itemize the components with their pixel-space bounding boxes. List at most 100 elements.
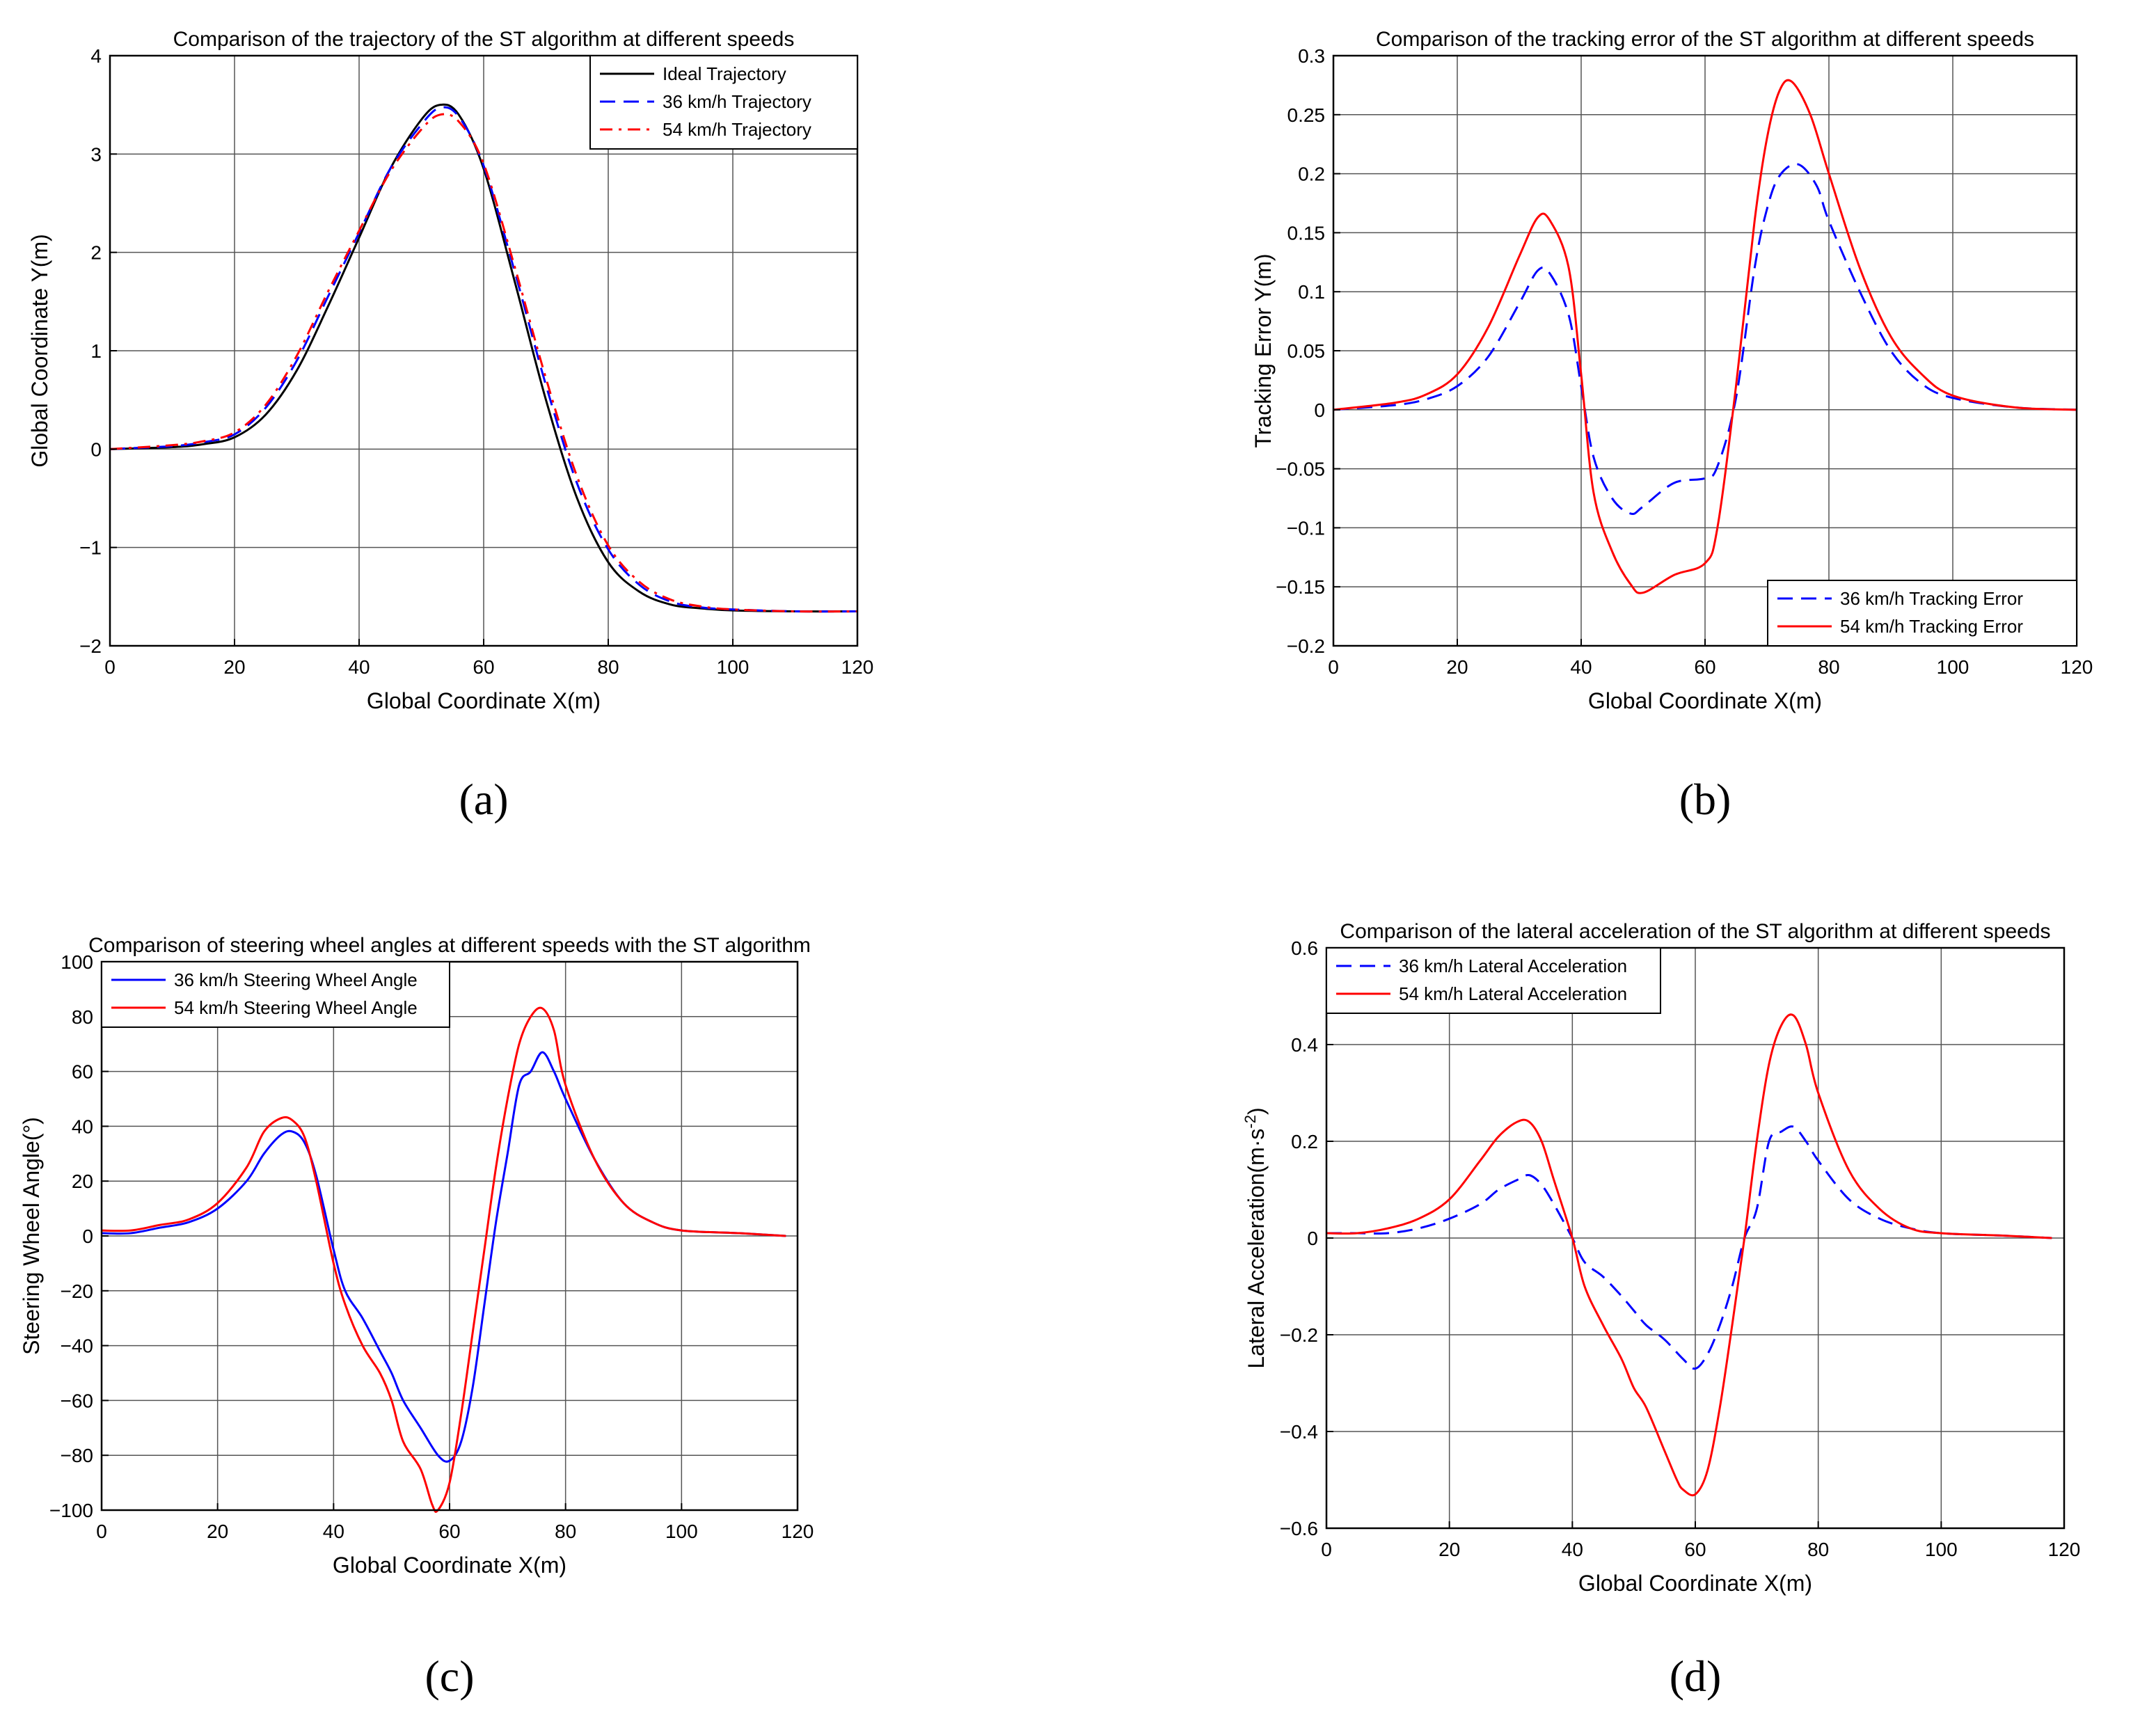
y-tick-label: −0.2 xyxy=(1287,635,1325,657)
panel-label: (c) xyxy=(425,1651,474,1701)
series-line-a-2 xyxy=(109,113,858,613)
x-axis-label: Global Coordinate X(m) xyxy=(1588,688,1822,713)
legend: Ideal Trajectory 36 km/h Trajectory 54 km/… xyxy=(589,55,858,150)
x-tick-label: 0 xyxy=(104,656,116,678)
y-tick-label: −100 xyxy=(49,1500,93,1521)
y-tick-label: 0.05 xyxy=(1287,340,1326,362)
x-tick-label: 40 xyxy=(348,656,370,678)
x-tick-label: 60 xyxy=(1684,1539,1706,1560)
x-tick-label: 0 xyxy=(1321,1539,1332,1560)
y-tick-label: −0.4 xyxy=(1280,1421,1318,1443)
legend-entry: 36 km/h Trajectory xyxy=(663,91,811,112)
panel-label: (b) xyxy=(1679,775,1731,824)
y-axis-label: Lateral Acceleration(m·s-2) xyxy=(1242,1107,1269,1368)
x-tick-label: 20 xyxy=(1438,1539,1460,1560)
y-tick-label: 0.1 xyxy=(1298,281,1325,303)
y-axis-label-superscript: -2 xyxy=(1242,1115,1259,1129)
y-tick-label: 0.2 xyxy=(1291,1131,1318,1152)
x-tick-label: 120 xyxy=(2061,656,2093,678)
legend-entry: 36 km/h Tracking Error xyxy=(1840,588,2023,609)
y-tick-label: 20 xyxy=(72,1171,93,1192)
x-tick-label: 100 xyxy=(1937,656,1969,678)
legend-entry: 54 km/h Trajectory xyxy=(663,119,811,140)
panel-label: (d) xyxy=(1670,1651,1722,1701)
y-tick-label: 0.15 xyxy=(1287,222,1326,244)
chart-d: 0 20 40 60 80 100 120 −0.6 −0.4 −0.2 0 0.2 0.4 0.6 Com… xyxy=(1242,920,2080,1701)
legend-entry: 54 km/h Tracking Error xyxy=(1840,616,2023,637)
y-tick-label: 4 xyxy=(90,45,102,67)
x-tick-label: 80 xyxy=(597,656,619,678)
legend-box xyxy=(1326,947,1661,1014)
chart-title: Comparison of the tracking error of the … xyxy=(1376,28,2034,51)
y-axis-label-text: Tracking Error Y(m) xyxy=(1251,253,1276,447)
legend-box xyxy=(101,961,450,1028)
x-tick-label: 20 xyxy=(1446,656,1468,678)
x-axis-label: Global Coordinate X(m) xyxy=(367,688,601,713)
chart-title: Comparison of the trajectory of the ST a… xyxy=(173,28,795,51)
y-tick-label: 3 xyxy=(90,143,102,165)
legend: 36 km/h Tracking Error 54 km/h Tracking E… xyxy=(1767,580,2077,647)
panel-label: (a) xyxy=(459,775,508,824)
x-tick-label: 20 xyxy=(223,656,245,678)
legend-entry: 54 km/h Steering Wheel Angle xyxy=(174,997,418,1018)
y-tick-label: 80 xyxy=(72,1006,93,1028)
legend: 36 km/h Lateral Acceleration 54 km/h Late… xyxy=(1326,947,1661,1014)
y-tick-label: 1 xyxy=(90,340,102,362)
y-tick-label: −80 xyxy=(61,1445,94,1466)
legend-entry: Ideal Trajectory xyxy=(663,63,786,84)
y-axis-label: Tracking Error Y(m) xyxy=(1251,253,1276,447)
chart-c: 0 20 40 60 80 100 120 −100 −80 −60 −40 −20 0 20 40 60 80… xyxy=(19,934,814,1701)
y-tick-label: −0.2 xyxy=(1280,1324,1318,1346)
x-tick-label: 40 xyxy=(323,1521,344,1542)
y-tick-label: −2 xyxy=(79,635,102,657)
y-tick-label: −1 xyxy=(79,537,102,559)
legend-entry: 36 km/h Lateral Acceleration xyxy=(1399,955,1627,976)
chart-title: Comparison of the lateral acceleration o… xyxy=(1340,920,2050,943)
legend-entry: 54 km/h Lateral Acceleration xyxy=(1399,983,1627,1004)
legend-box xyxy=(1767,580,2077,647)
y-tick-label: 2 xyxy=(90,242,102,264)
x-tick-label: 80 xyxy=(1818,656,1839,678)
series-line-a-1 xyxy=(109,106,858,613)
series-line-d-1 xyxy=(1326,1013,2052,1497)
legend: 36 km/h Steering Wheel Angle 54 km/h Stee… xyxy=(101,961,450,1028)
x-axis-label: Global Coordinate X(m) xyxy=(333,1553,566,1578)
y-tick-label: 0.4 xyxy=(1291,1034,1318,1056)
y-tick-label: 0.25 xyxy=(1287,104,1326,126)
y-tick-label: 0.2 xyxy=(1298,164,1325,185)
y-tick-label: 0 xyxy=(1307,1228,1318,1249)
y-tick-label: −0.1 xyxy=(1287,517,1325,539)
x-tick-label: 80 xyxy=(555,1521,576,1542)
y-tick-label: 0 xyxy=(1314,399,1325,421)
x-tick-label: 40 xyxy=(1562,1539,1583,1560)
y-axis-label-end: ) xyxy=(1244,1107,1269,1115)
x-tick-label: 120 xyxy=(2048,1539,2081,1560)
y-axis-label: Steering Wheel Angle(°) xyxy=(19,1117,44,1355)
y-tick-label: −0.05 xyxy=(1276,459,1325,480)
chart-title: Comparison of steering wheel angles at d… xyxy=(88,934,811,957)
y-tick-label: −0.15 xyxy=(1276,576,1325,598)
y-tick-label: 0.6 xyxy=(1291,937,1318,959)
chart-b: 0 20 40 60 80 100 120 −0.2 −0.15 −0.1 −0.05 0 0.05 0.… xyxy=(1251,28,2093,824)
x-tick-label: 100 xyxy=(717,656,750,678)
y-tick-label: 0 xyxy=(82,1226,93,1247)
y-tick-label: 100 xyxy=(61,951,93,973)
y-axis-label: Global Coordinate Y(m) xyxy=(27,234,52,468)
y-axis-label-text: Global Coordinate Y(m) xyxy=(27,234,52,468)
x-tick-label: 60 xyxy=(438,1521,460,1542)
series-line-b-1 xyxy=(1333,79,2077,594)
y-axis-label-text: Steering Wheel Angle(°) xyxy=(19,1117,44,1355)
x-tick-label: 20 xyxy=(207,1521,228,1542)
y-tick-label: −60 xyxy=(61,1390,94,1411)
x-tick-label: 60 xyxy=(473,656,494,678)
x-tick-label: 40 xyxy=(1570,656,1592,678)
y-tick-label: 60 xyxy=(72,1061,93,1083)
legend-entry: 36 km/h Steering Wheel Angle xyxy=(174,969,418,990)
chart-a: 0 20 40 60 80 100 120 −2 −1 0 1 2 3 4 Comparison of th… xyxy=(27,28,873,824)
x-tick-label: 60 xyxy=(1694,656,1715,678)
y-tick-label: 0 xyxy=(90,438,102,460)
y-axis-label-text: Lateral Acceleration(m·s xyxy=(1244,1129,1269,1369)
x-tick-label: 120 xyxy=(782,1521,814,1542)
